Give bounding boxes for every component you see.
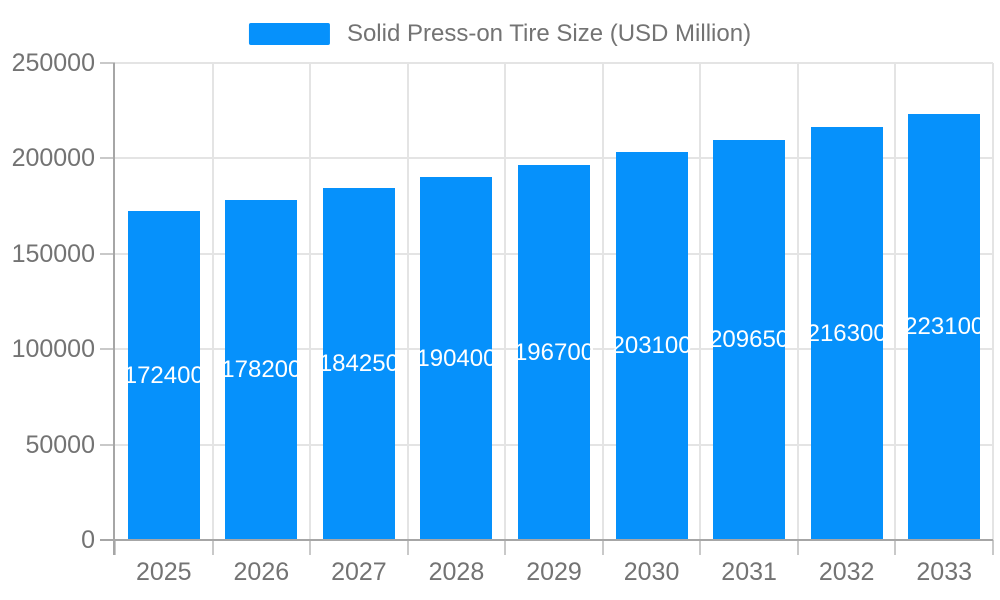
x-gridline (699, 63, 702, 540)
x-gridline (992, 63, 994, 540)
x-gridline (796, 63, 799, 540)
y-tick (100, 443, 115, 446)
x-gridline (894, 63, 897, 540)
y-axis-label: 100000 (11, 335, 95, 364)
y-gridline (115, 62, 993, 64)
y-axis-label: 150000 (11, 239, 95, 268)
x-tick (406, 540, 409, 555)
x-tick (211, 540, 214, 555)
x-axis-label: 2026 (233, 558, 290, 586)
x-axis-label: 2032 (818, 558, 875, 586)
x-tick (894, 540, 897, 555)
y-tick (100, 252, 115, 255)
x-tick (699, 540, 702, 555)
x-gridline (211, 63, 214, 540)
y-tick (100, 157, 115, 160)
y-axis-line (113, 63, 115, 555)
x-gridline (601, 63, 604, 540)
bar-2033[interactable] (908, 114, 980, 540)
legend-swatch (248, 23, 330, 45)
bar-2025[interactable] (128, 211, 200, 540)
x-tick (796, 540, 799, 555)
bar-2030[interactable] (616, 152, 688, 540)
x-tick (114, 540, 116, 555)
bar-2027[interactable] (323, 188, 395, 540)
legend[interactable]: Solid Press-on Tire Size (USD Million) (248, 20, 752, 48)
x-gridline (504, 63, 507, 540)
x-axis-label: 2033 (916, 558, 973, 586)
x-axis-label: 2028 (428, 558, 485, 586)
x-tick (504, 540, 507, 555)
y-axis-label: 250000 (11, 49, 95, 77)
y-gridline (115, 157, 993, 160)
bar-2032[interactable] (811, 127, 883, 540)
bar-2026[interactable] (225, 200, 297, 540)
bar-2028[interactable] (420, 177, 492, 540)
y-axis-label: 50000 (25, 430, 95, 459)
x-tick (992, 540, 994, 555)
bar-2031[interactable] (713, 140, 785, 540)
x-axis-label: 2029 (526, 558, 582, 586)
x-axis-label: 2025 (135, 558, 192, 586)
x-axis-line (100, 539, 993, 541)
x-tick (601, 540, 604, 555)
y-tick (100, 62, 115, 64)
x-gridline (309, 63, 312, 540)
bar-2029[interactable] (518, 165, 590, 540)
y-tick (100, 348, 115, 351)
x-gridline (406, 63, 409, 540)
y-axis-label: 0 (81, 526, 95, 554)
x-tick (309, 540, 312, 555)
legend-label: Solid Press-on Tire Size (USD Million) (346, 20, 752, 47)
y-axis-label: 200000 (11, 144, 95, 173)
x-axis-label: 2030 (623, 558, 680, 586)
x-axis-label: 2031 (721, 558, 777, 586)
x-axis-label: 2027 (331, 558, 387, 586)
